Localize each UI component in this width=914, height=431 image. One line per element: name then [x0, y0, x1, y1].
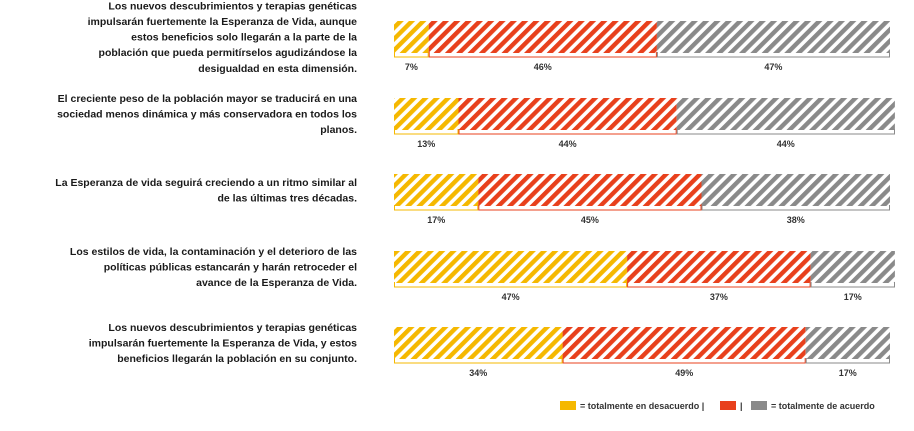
bar-segment-agree [810, 251, 895, 283]
statement-line: población que pueda permitírselos agudiz… [99, 47, 358, 59]
bar-segment-disagree [394, 21, 429, 53]
value-label-agree: 44% [777, 139, 795, 149]
statement-line: beneficios llegarán la población en su c… [117, 353, 357, 365]
statement-line: impulsarán fuertemente la Esperanza de V… [88, 16, 358, 28]
legend-label-neutral: | [740, 401, 743, 411]
statement-line: desigualdad en esta dimensión. [198, 63, 357, 75]
bracket-neutral [562, 358, 806, 364]
bar-row-3: La Esperanza de vida seguirá creciendo a… [55, 174, 890, 225]
bracket-disagree [394, 358, 563, 364]
bracket-agree [701, 205, 890, 211]
bar-row-4: Los estilos de vida, la contaminación y … [70, 246, 895, 302]
statement-5: Los nuevos descubrimientos y terapias ge… [89, 322, 357, 365]
bracket-neutral [478, 205, 702, 211]
value-label-neutral: 44% [559, 139, 577, 149]
value-label-disagree: 13% [417, 139, 435, 149]
statement-2: El creciente peso de la población mayor … [57, 93, 357, 136]
bar-segment-disagree [394, 327, 563, 359]
value-label-neutral: 49% [675, 368, 693, 378]
statement-line: El creciente peso de la población mayor … [58, 93, 358, 105]
value-label-agree: 17% [844, 292, 862, 302]
legend: = totalmente en desacuerdo | | = totalment… [560, 401, 875, 411]
bar-segment-agree [701, 174, 890, 206]
statement-line: La Esperanza de vida seguirá creciendo a… [55, 177, 357, 189]
statement-line: Los nuevos descubrimientos y terapias ge… [108, 0, 357, 12]
statement-line: Los estilos de vida, la contaminación y … [70, 246, 357, 258]
bar-row-5: Los nuevos descubrimientos y terapias ge… [89, 322, 890, 378]
bar-row-2: El creciente peso de la población mayor … [57, 93, 895, 149]
statement-line: planos. [320, 124, 357, 136]
value-label-agree: 47% [764, 62, 782, 72]
bar-segment-neutral [428, 21, 657, 53]
bar-row-1: Los nuevos descubrimientos y terapias ge… [88, 0, 890, 75]
bracket-neutral [627, 282, 811, 288]
statement-line: estos beneficios solo llegarán a la part… [131, 32, 357, 44]
bar-segment-disagree [394, 251, 628, 283]
legend-swatch-neutral [720, 401, 736, 410]
chart-rows: Los nuevos descubrimientos y terapias ge… [55, 0, 895, 378]
bar-segment-neutral [562, 327, 806, 359]
bracket-agree [810, 282, 895, 288]
bracket-disagree [394, 52, 429, 58]
bracket-disagree [394, 129, 459, 135]
bracket-disagree [394, 205, 479, 211]
statement-line: impulsarán fuertemente la Esperanza de V… [89, 338, 357, 350]
statement-4: Los estilos de vida, la contaminación y … [70, 246, 357, 289]
value-label-neutral: 37% [710, 292, 728, 302]
bracket-agree [676, 129, 895, 135]
value-label-neutral: 45% [581, 215, 599, 225]
statement-line: sociedad menos dinámica y más conservado… [57, 109, 357, 121]
statement-1: Los nuevos descubrimientos y terapias ge… [88, 0, 358, 74]
value-label-disagree: 47% [502, 292, 520, 302]
value-label-disagree: 34% [469, 368, 487, 378]
bar-segment-disagree [394, 98, 459, 130]
bar-segment-neutral [627, 251, 811, 283]
legend-swatch-disagree [560, 401, 576, 410]
statement-line: avance de la Esperanza de Vida. [196, 277, 357, 289]
bar-segment-agree [676, 98, 895, 130]
legend-label-disagree: = totalmente en desacuerdo | [580, 401, 704, 411]
bar-segment-agree [805, 327, 890, 359]
legend-label-agree: = totalmente de acuerdo [771, 401, 875, 411]
legend-swatch-agree [751, 401, 767, 410]
bracket-neutral [428, 52, 657, 58]
statement-line: de las últimas tres décadas. [218, 192, 358, 204]
statement-line: políticas públicas estancarán y harán re… [104, 262, 357, 274]
statement-3: La Esperanza de vida seguirá creciendo a… [55, 177, 357, 205]
bar-segment-disagree [394, 174, 479, 206]
bracket-agree [656, 52, 890, 58]
value-label-agree: 38% [787, 215, 805, 225]
value-label-disagree: 7% [405, 62, 418, 72]
value-label-disagree: 17% [427, 215, 445, 225]
bracket-disagree [394, 282, 628, 288]
value-label-agree: 17% [839, 368, 857, 378]
bracket-neutral [458, 129, 677, 135]
bar-segment-neutral [458, 98, 677, 130]
bar-segment-neutral [478, 174, 702, 206]
bar-segment-agree [656, 21, 890, 53]
statement-line: Los nuevos descubrimientos y terapias ge… [108, 322, 357, 334]
bracket-agree [805, 358, 890, 364]
value-label-neutral: 46% [534, 62, 552, 72]
